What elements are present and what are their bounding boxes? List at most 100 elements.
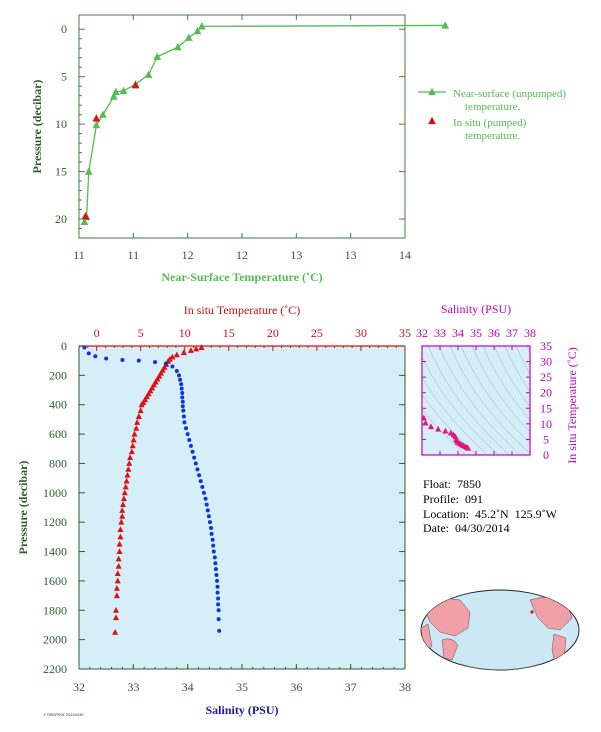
unpumped-point — [153, 52, 162, 60]
isopycnal-line — [515, 346, 530, 375]
temperature-point — [112, 614, 120, 621]
map-land-group — [421, 597, 573, 670]
isopycnal-line — [460, 346, 530, 444]
legend-unpumped-label: Near-surface (unpumped) temperature. — [453, 88, 566, 114]
salinity-point — [193, 461, 198, 466]
ts-point — [427, 423, 435, 430]
temperature-point — [128, 448, 135, 455]
ts-y-tick-label: 5 — [543, 432, 549, 446]
salinity-point — [216, 608, 221, 613]
salinity-tick-label: 36 — [290, 680, 302, 694]
salinity-point — [187, 437, 192, 442]
salinity-point — [180, 399, 185, 404]
salinity-point — [210, 537, 215, 542]
top-y-tick-label: 15 — [55, 165, 67, 179]
top-y-tick-label: 0 — [61, 22, 67, 36]
temperature-point — [193, 345, 200, 352]
unpumped-point — [92, 120, 101, 129]
temp-tick-label: 25 — [311, 326, 323, 340]
salinity-point — [93, 354, 98, 359]
temperature-point — [119, 513, 126, 519]
unpumped-point — [197, 22, 206, 30]
top-x-axis-label: Near-Surface Temperature (˚C) — [161, 270, 322, 284]
salinity-point — [215, 590, 220, 595]
ts-y-tick-label: 0 — [543, 448, 549, 462]
salinity-point — [153, 360, 158, 365]
salinity-point — [217, 628, 222, 633]
ts-x-axis-label: Salinity (PSU) — [441, 302, 511, 316]
salinity-point — [181, 414, 186, 419]
temperature-point — [124, 471, 131, 478]
ts-y-tick-label: 25 — [540, 370, 552, 384]
temperature-point — [113, 584, 120, 591]
location: Location: 45.2˚N 125.9˚W — [423, 507, 557, 521]
top-plot-frame — [78, 14, 406, 239]
salinity-point — [86, 351, 91, 356]
unpumped-point — [441, 21, 450, 29]
isopycnal-line — [482, 346, 530, 421]
temp-tick-label: 5 — [138, 326, 144, 340]
unpumped-point — [184, 33, 193, 41]
legend-pumped-marker — [428, 116, 436, 125]
salinity-point — [204, 502, 209, 507]
unpumped-point — [144, 70, 153, 78]
unpumped-series-line — [83, 24, 446, 223]
salinity-point — [201, 490, 206, 495]
top-x-tick-label: 13 — [345, 248, 357, 262]
top-y-tick-label: 5 — [61, 70, 67, 84]
temp-tick-label: 0 — [94, 326, 100, 340]
salinity-point — [179, 382, 184, 387]
top-y-axis-label: Pressure (decibar) — [30, 80, 44, 174]
legend-pumped-line2: temperature. — [465, 130, 521, 142]
salinity-point — [211, 549, 216, 554]
temp-axis-label: In situ Temperature (˚C) — [184, 303, 301, 317]
date: Date: 04/30/2014 — [423, 521, 510, 535]
salinity-point — [215, 584, 220, 589]
isopycnal-line — [449, 346, 530, 454]
profile-y-tick-label: 1600 — [43, 574, 67, 588]
top-x-tick-label: 14 — [399, 248, 411, 262]
salinity-point — [211, 543, 216, 548]
temperature-point — [133, 424, 140, 431]
ts-x-tick-label: 34 — [452, 326, 464, 340]
temp-tick-label: 10 — [179, 326, 191, 340]
salinity-point — [209, 531, 214, 536]
pumped-point — [131, 81, 140, 89]
salinity-point — [163, 361, 168, 366]
ts-y-tick-label: 10 — [540, 417, 552, 431]
profile-y-tick-label: 1000 — [43, 486, 67, 500]
salinity-point — [176, 373, 181, 378]
salinity-axis-label: Salinity (PSU) — [205, 703, 278, 717]
profile-y-tick-label: 1800 — [43, 603, 67, 617]
temperature-point — [115, 555, 122, 562]
temperature-point — [127, 454, 134, 461]
temp-tick-label: 30 — [355, 326, 367, 340]
temperature-point — [126, 460, 133, 466]
salinity-point — [180, 404, 185, 409]
salinity-point — [188, 443, 193, 448]
salinity-tick-label: 35 — [236, 680, 248, 694]
temperature-point — [120, 501, 127, 508]
temperature-point — [135, 413, 142, 419]
profile-y-tick-label: 2000 — [43, 633, 67, 647]
ts-x-tick-label: 37 — [506, 326, 518, 340]
temperature-point — [198, 344, 205, 350]
salinity-point — [195, 467, 200, 472]
top-x-tick-label: 11 — [128, 248, 140, 262]
salinity-point — [184, 426, 189, 431]
salinity-point — [213, 561, 218, 566]
salinity-point — [213, 567, 218, 572]
salinity-point — [181, 408, 186, 413]
isopycnal-line — [422, 394, 477, 455]
temperature-point — [120, 495, 127, 502]
temperature-point — [125, 466, 132, 472]
top-y-tick-label: 10 — [55, 117, 67, 131]
top-x-tick-label: 13 — [290, 248, 302, 262]
map-land-south-america — [551, 633, 567, 669]
salinity-point — [214, 573, 219, 578]
ts-plot-bg — [422, 346, 530, 455]
profile-y-axis-label: Pressure (decibar) — [16, 461, 30, 555]
